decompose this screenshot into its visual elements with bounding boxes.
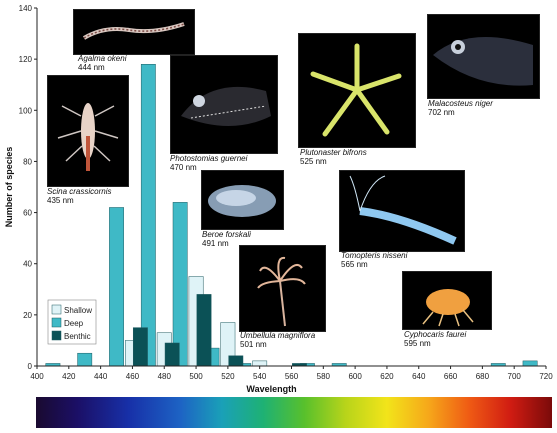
x-tick-label: 520 <box>221 372 235 381</box>
legend-label: Benthic <box>64 332 91 341</box>
x-tick-label: 620 <box>380 372 394 381</box>
photo-malacosteus-niger <box>427 14 540 99</box>
caption-species: Agalma okeni <box>78 54 127 63</box>
caption-wavelength: 470 nm <box>170 163 197 172</box>
caption-species: Beroe forskali <box>202 230 251 239</box>
bar-benthic <box>196 294 212 367</box>
caption-plutonaster-bifrons: Plutonaster bifrons 525 nm <box>300 148 367 166</box>
photo-agalma-okeni <box>73 9 195 55</box>
y-tick-label: 140 <box>19 4 33 13</box>
photo-beroe-forskali <box>201 170 284 230</box>
bar-deep <box>77 352 93 367</box>
caption-tomopteris-nisseni: Tomopteris nisseni 565 nm <box>341 251 407 269</box>
caption-species: Photostomias guernei <box>170 154 248 163</box>
legend-swatch <box>51 330 62 341</box>
y-axis-title: Number of species <box>4 147 14 228</box>
x-tick-label: 600 <box>348 372 362 381</box>
x-tick-label: 540 <box>253 372 267 381</box>
x-tick-label: 420 <box>62 372 76 381</box>
caption-species: Scina crassicornis <box>47 187 112 196</box>
caption-beroe-forskali: Beroe forskali 491 nm <box>202 230 251 248</box>
bars-group <box>45 64 538 367</box>
x-tick-label: 400 <box>30 372 44 381</box>
x-tick-label: 500 <box>189 372 203 381</box>
bar-deep <box>109 207 124 367</box>
caption-wavelength: 702 nm <box>428 108 455 117</box>
y-tick-label: 120 <box>19 55 33 64</box>
bar-deep <box>140 64 156 367</box>
caption-wavelength: 501 nm <box>240 340 267 349</box>
legend-swatch <box>51 304 62 315</box>
x-tick-label: 580 <box>317 372 331 381</box>
caption-photostomias-guernei: Photostomias guernei 470 nm <box>170 154 247 172</box>
photo-plutonaster-bifrons <box>298 33 416 148</box>
caption-malacosteus-niger: Malacosteus niger 702 nm <box>428 99 493 117</box>
photo-tomopteris-nisseni <box>339 170 465 252</box>
caption-species: Plutonaster bifrons <box>300 148 367 157</box>
spectrum-bar <box>36 397 552 428</box>
y-tick-label: 0 <box>28 362 33 371</box>
caption-species: Umbellula magniflora <box>240 331 316 340</box>
legend-label: Deep <box>64 319 84 328</box>
y-tick-label: 40 <box>23 260 32 269</box>
bar-deep <box>522 360 538 367</box>
caption-wavelength: 595 nm <box>404 339 431 348</box>
y-tick-label: 20 <box>23 311 32 320</box>
caption-wavelength: 565 nm <box>341 260 368 269</box>
photo-cyphocaris-faurei <box>402 271 492 330</box>
caption-scina-crassicornis: Scina crassicornis 435 nm <box>47 187 111 205</box>
bar-shallow <box>252 360 268 367</box>
y-tick-label: 80 <box>23 157 32 166</box>
caption-agalma-okeni: Agalma okeni 444 nm <box>78 54 126 72</box>
x-tick-label: 660 <box>444 372 458 381</box>
caption-species: Tomopteris nisseni <box>341 251 408 260</box>
legend-swatch <box>51 317 62 328</box>
x-axis-title: Wavelength <box>246 384 296 394</box>
axes-group: 0 20 40 60 80 100 120 140 400 420 440 460 480 500 520 5… <box>4 4 553 394</box>
legend: Shallow Deep Benthic <box>47 299 97 345</box>
bar-benthic <box>228 355 244 367</box>
x-tick-label: 480 <box>158 372 172 381</box>
caption-wavelength: 491 nm <box>202 239 229 248</box>
x-tick-label: 680 <box>476 372 490 381</box>
x-tick-label: 700 <box>508 372 522 381</box>
bar-benthic <box>164 342 180 367</box>
x-tick-label: 560 <box>285 372 299 381</box>
caption-species: Cyphocaris faurei <box>404 330 467 339</box>
caption-wavelength: 444 nm <box>78 63 105 72</box>
photo-scina-crassicornis <box>47 75 129 187</box>
photo-photostomias-guernei <box>170 55 278 154</box>
x-tick-label: 440 <box>94 372 108 381</box>
x-tick-label: 460 <box>126 372 140 381</box>
caption-wavelength: 525 nm <box>300 157 327 166</box>
photo-umbellula-magniflora <box>239 245 326 332</box>
legend-label: Shallow <box>64 306 92 315</box>
x-tick-label: 720 <box>539 372 553 381</box>
x-tick-label: 640 <box>412 372 426 381</box>
caption-cyphocaris-faurei: Cyphocaris faurei 595 nm <box>404 330 466 348</box>
bar-deep <box>172 202 188 367</box>
caption-species: Malacosteus niger <box>428 99 493 108</box>
y-tick-label: 60 <box>23 209 32 218</box>
caption-wavelength: 435 nm <box>47 196 74 205</box>
bar-benthic <box>132 327 148 367</box>
caption-umbellula-magniflora: Umbellula magniflora 501 nm <box>240 331 315 349</box>
y-tick-label: 100 <box>19 106 33 115</box>
